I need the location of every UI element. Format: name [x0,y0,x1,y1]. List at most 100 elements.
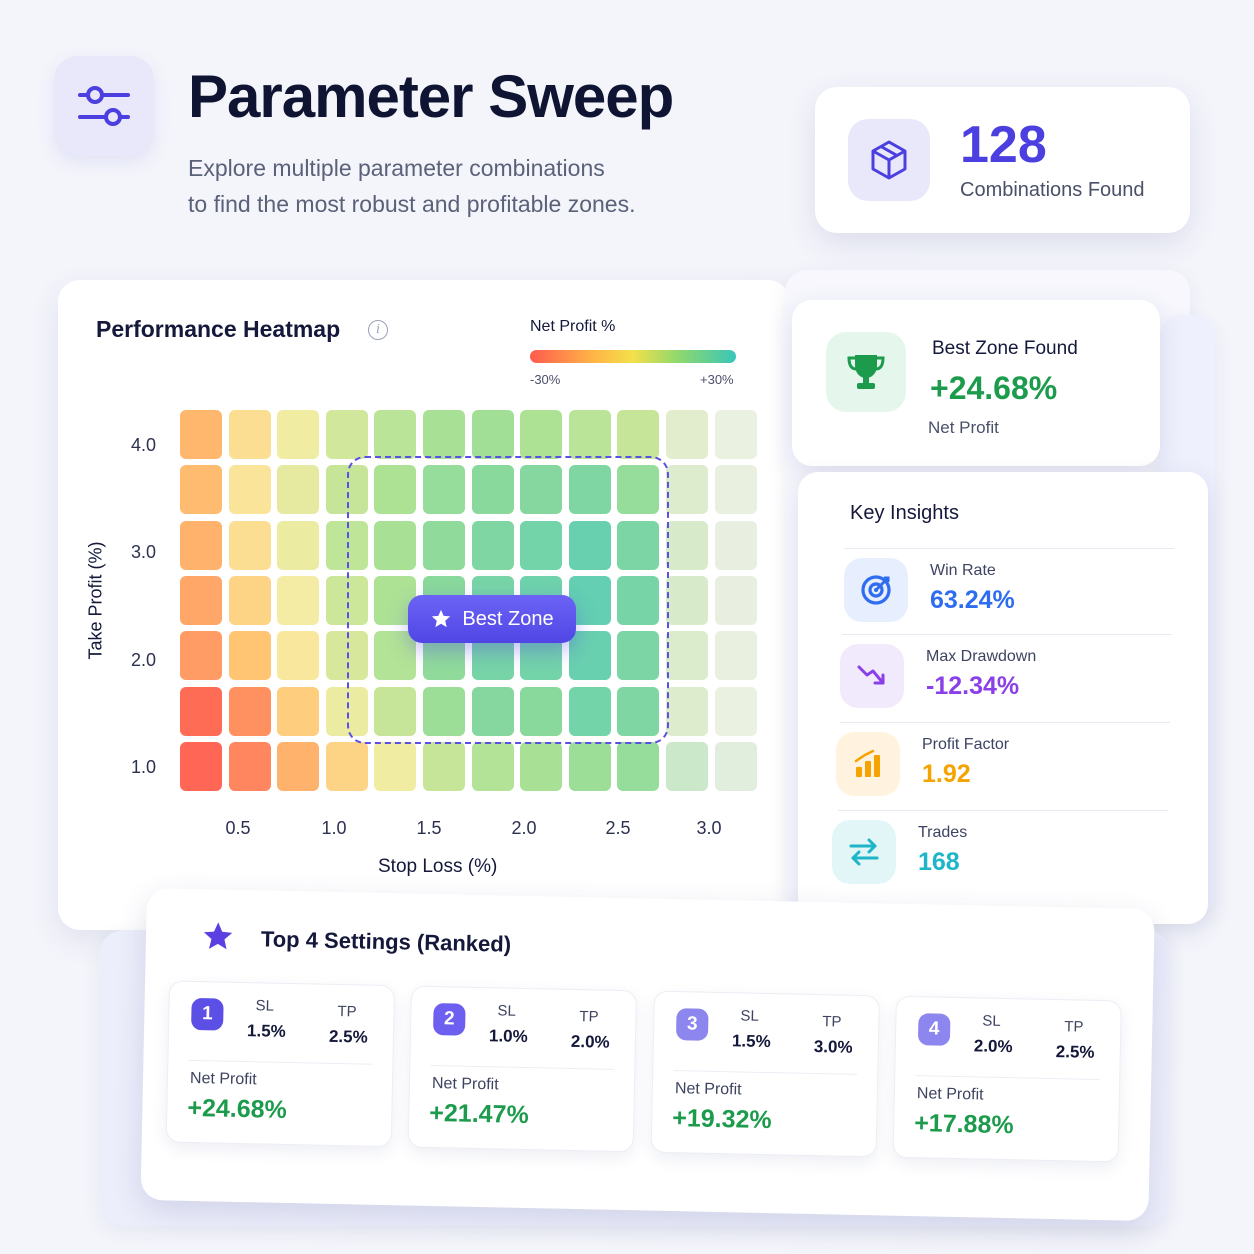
heatmap-cell[interactable] [277,631,320,681]
heatmap-cell[interactable] [374,465,417,515]
ranked-setting-card[interactable]: 1 SL 1.5% TP 2.5% Net Profit +24.68% [165,980,396,1148]
heatmap-cell[interactable] [714,520,757,570]
sl-value: 1.5% [731,1031,771,1052]
heatmap-cell[interactable] [617,520,660,570]
ranked-setting-card[interactable]: 2 SL 1.0% TP 2.0% Net Profit +21.47% [407,985,637,1153]
legend-title: Net Profit % [530,318,616,335]
tp-value: 2.0% [570,1031,610,1052]
heatmap-cell[interactable] [277,520,320,570]
heatmap-cell[interactable] [568,741,611,791]
heatmap-cell[interactable] [180,631,222,681]
heatmap-cell[interactable] [228,465,271,515]
insight-value: 63.24% [930,586,1015,614]
heatmap-cell[interactable] [568,631,611,681]
heatmap-cell[interactable] [423,465,465,515]
heatmap-cell[interactable] [520,520,563,570]
heatmap-cell[interactable] [520,686,563,736]
rank-badge: 3 [675,1008,709,1041]
heatmap-cell[interactable] [180,575,222,625]
heatmap-cell[interactable] [617,741,660,791]
heatmap-cell[interactable] [374,410,417,459]
sliders-icon [54,56,154,156]
heatmap-cell[interactable] [714,410,757,459]
y-tick-label: 3.0 [130,542,156,562]
x-axis-label: Stop Loss (%) [378,856,498,877]
heatmap-cell[interactable] [617,410,660,459]
heatmap-cell[interactable] [374,631,417,681]
heatmap-cell[interactable] [520,410,563,459]
heatmap-cell[interactable] [423,520,465,570]
heatmap-cell[interactable] [666,686,708,736]
tp-value: 2.5% [328,1026,368,1047]
heatmap-cell[interactable] [180,520,222,570]
heatmap-cell[interactable] [277,465,320,515]
page-title: Parameter Sweep [188,63,674,130]
heatmap-cell[interactable] [180,741,222,791]
legend-max-label: +30% [700,372,734,387]
heatmap-cell[interactable] [325,575,368,625]
heatmap-cell[interactable] [714,741,757,791]
heatmap-cell[interactable] [374,741,417,791]
heatmap-cell[interactable] [423,741,465,791]
heatmap-cell[interactable] [325,741,368,791]
heatmap-cell[interactable] [374,520,417,570]
heatmap-cell[interactable] [471,465,514,515]
heatmap-cell[interactable] [666,410,708,459]
ranked-setting-card[interactable]: 3 SL 1.5% TP 3.0% Net Profit +19.32% [650,990,880,1158]
divider [673,1070,858,1075]
heatmap-cell[interactable] [228,410,271,459]
heatmap-cell[interactable] [423,686,465,736]
heatmap-cell[interactable] [520,741,563,791]
heatmap-cell[interactable] [277,410,320,459]
heatmap-cell[interactable] [471,520,514,570]
heatmap-cell[interactable] [666,575,708,625]
heatmap-cell[interactable] [714,575,757,625]
heatmap-cell[interactable] [228,575,271,625]
heatmap-cell[interactable] [666,520,708,570]
heatmap-cell[interactable] [568,410,611,459]
heatmap-cell[interactable] [325,631,368,681]
heatmap-cell[interactable] [423,410,465,459]
heatmap-cell[interactable] [617,575,660,625]
heatmap-cell[interactable] [714,631,757,681]
tp-value: 2.5% [1055,1042,1095,1062]
heatmap-cell[interactable] [325,410,368,459]
divider [915,1075,1100,1080]
heatmap-cell[interactable] [228,686,271,736]
heatmap-cell[interactable] [568,465,611,515]
heatmap-cell[interactable] [568,520,611,570]
heatmap-cell[interactable] [228,631,271,681]
heatmap-cell[interactable] [374,686,417,736]
swap-arrows-icon [832,820,896,884]
heatmap-cell[interactable] [471,686,514,736]
heatmap-cell[interactable] [568,686,611,736]
heatmap-cell[interactable] [666,631,708,681]
heatmap-cell[interactable] [228,741,271,791]
heatmap-cell[interactable] [228,520,271,570]
heatmap-cell[interactable] [617,631,660,681]
heatmap-cell[interactable] [714,465,757,515]
info-icon[interactable]: i [368,320,388,340]
divider [840,722,1170,723]
sl-value: 1.5% [246,1021,286,1041]
tp-value: 3.0% [813,1037,853,1057]
heatmap-cell[interactable] [277,575,320,625]
x-tick-label: 3.0 [696,818,722,838]
heatmap-cell[interactable] [180,465,222,515]
heatmap-cell[interactable] [180,410,222,459]
heatmap-cell[interactable] [277,741,320,791]
heatmap-cell[interactable] [277,686,320,736]
heatmap-cell[interactable] [180,686,222,736]
ranked-setting-card[interactable]: 4 SL 2.0% TP 2.5% Net Profit +17.88% [892,995,1122,1163]
heatmap-cell[interactable] [471,410,514,459]
heatmap-cell[interactable] [714,686,757,736]
heatmap-cell[interactable] [325,520,368,570]
best-zone-button[interactable]: Best Zone [408,595,576,643]
net-profit-value: +19.32% [672,1104,772,1135]
heatmap-cell[interactable] [471,741,514,791]
heatmap-cell[interactable] [520,465,563,515]
heatmap-cell[interactable] [666,741,708,791]
heatmap-cell[interactable] [666,465,708,515]
best-zone-label: Best Zone [462,607,554,630]
page-subtitle: Explore multiple parameter combinations … [188,150,708,222]
